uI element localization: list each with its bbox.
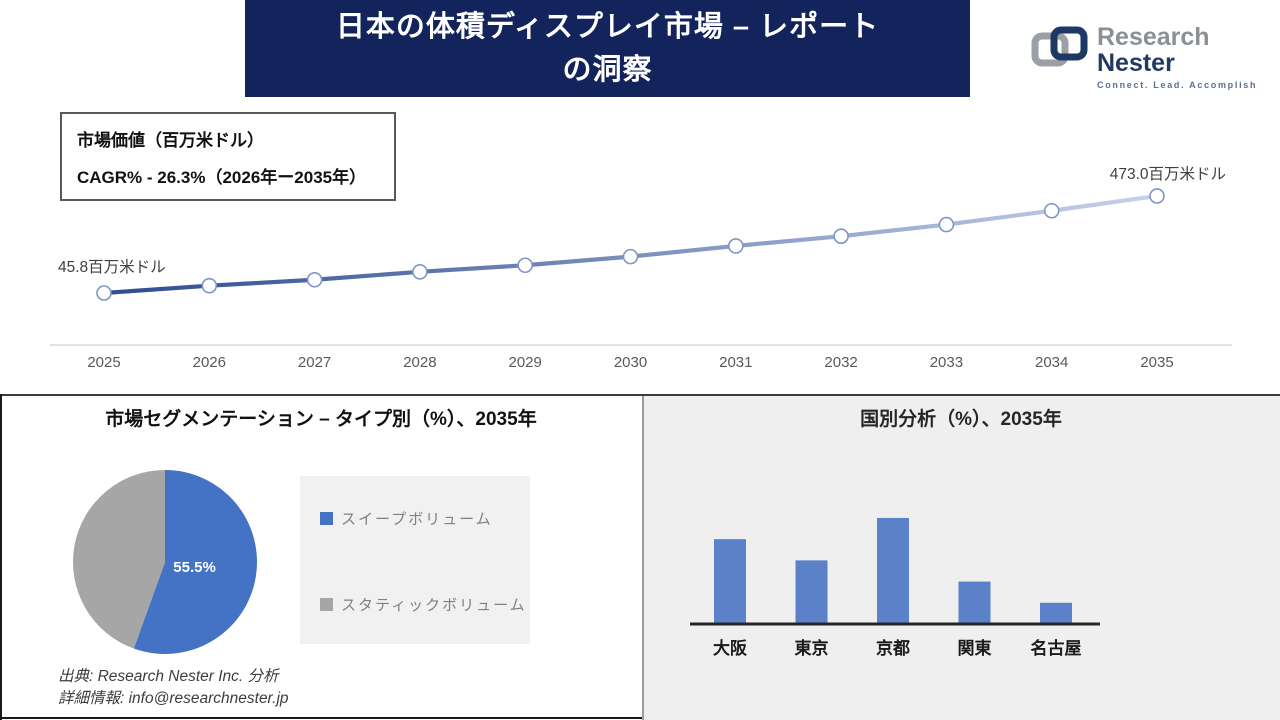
bar bbox=[714, 539, 746, 624]
data-point-marker bbox=[306, 271, 323, 288]
data-point-marker bbox=[517, 257, 534, 274]
market-value-line-chart: 2025 2026 2027 2028 2029 2030 2031 2032 2033 2034… bbox=[50, 165, 1232, 371]
bar-category-label: 名古屋 bbox=[1031, 638, 1082, 658]
section-divider bbox=[0, 394, 1280, 396]
x-axis-tick-label: 2033 bbox=[930, 354, 963, 371]
bar-category-label: 大阪 bbox=[713, 638, 747, 658]
legend-item-sweep-volume: スイープボリューム bbox=[320, 508, 493, 529]
segmentation-pie-chart: 55.5% bbox=[73, 470, 257, 654]
x-axis-tick-label: 2035 bbox=[1140, 354, 1173, 371]
data-point-marker bbox=[96, 285, 112, 301]
research-nester-logo: Research Nester Connect. Lead. Accomplis… bbox=[1030, 24, 1280, 90]
x-axis-tick-label: 2030 bbox=[614, 354, 647, 371]
x-axis-tick-label: 2031 bbox=[719, 354, 752, 371]
market-value-line bbox=[101, 193, 1160, 296]
logo-brand-first: Research bbox=[1097, 23, 1210, 51]
x-axis-tick-label: 2029 bbox=[509, 354, 542, 371]
x-axis-tick-label: 2027 bbox=[298, 354, 331, 371]
bar-category-label: 関東 bbox=[958, 638, 992, 658]
bottom-border bbox=[0, 717, 642, 719]
last-point-label: 473.0百万米ドル bbox=[1110, 165, 1226, 183]
market-value-label: 市場価値（百万米ドル） bbox=[77, 131, 264, 150]
legend-label: スイープボリューム bbox=[341, 511, 493, 528]
sweep-volume-swatch bbox=[320, 512, 333, 525]
market-value-cagr-box: 市場価値（百万米ドル） CAGR% - 26.3%（2026年ー2035年） bbox=[60, 112, 396, 201]
data-point-marker bbox=[727, 238, 744, 254]
data-point-marker bbox=[201, 277, 218, 294]
contact-line: 詳細情報: info@researchnester.jp bbox=[58, 690, 289, 707]
logo-brand-second: Nester bbox=[1097, 49, 1175, 78]
logo-text: Research Nester Connect. Lead. Accomplis… bbox=[1097, 24, 1280, 90]
logo-tagline: Connect. Lead. Accomplish bbox=[1097, 79, 1258, 90]
data-point-marker bbox=[938, 216, 955, 233]
country-analysis-title: 国別分析（%）、2035年 bbox=[860, 409, 1062, 430]
page-title-line1: 日本の体積ディスプレイ市場 – レポート bbox=[335, 11, 880, 44]
x-axis-tick-label: 2034 bbox=[1035, 354, 1068, 371]
x-axis-tick-label: 2032 bbox=[824, 354, 857, 371]
page-title: 日本の体積ディスプレイ市場 – レポート の洞察 bbox=[245, 0, 970, 97]
bar bbox=[1040, 602, 1072, 624]
pie-data-label: 55.5% bbox=[173, 559, 216, 576]
bar bbox=[877, 517, 909, 624]
legend-item-static-volume: スタティックボリューム bbox=[320, 594, 527, 615]
country-analysis-panel bbox=[642, 396, 1280, 720]
legend-label: スタティックボリューム bbox=[341, 597, 527, 614]
source-note: 出典: Research Nester Inc. 分析 詳細情報: info@r… bbox=[58, 666, 289, 710]
cagr-label: CAGR% - 26.3%（2026年ー2035年） bbox=[77, 168, 367, 187]
logo-chain-icon bbox=[1030, 24, 1088, 75]
static-volume-swatch bbox=[320, 598, 333, 611]
data-point-marker bbox=[1043, 202, 1060, 219]
country-analysis-bar-chart: 大阪 東京 京都 関東 名古屋 bbox=[690, 517, 1100, 658]
x-axis-tick-label: 2028 bbox=[403, 354, 436, 371]
bar-category-label: 京都 bbox=[876, 638, 910, 658]
pie-slice bbox=[73, 470, 165, 649]
bar bbox=[795, 560, 828, 624]
first-point-label: 45.8百万米ドル bbox=[58, 258, 166, 276]
segmentation-title: 市場セグメンテーション – タイプ別（%）、2035年 bbox=[105, 409, 537, 430]
page-title-line2: の洞察 bbox=[562, 53, 653, 86]
pie-slice bbox=[133, 470, 257, 654]
data-point-marker bbox=[412, 264, 428, 280]
source-line: 出典: Research Nester Inc. 分析 bbox=[58, 668, 279, 685]
data-point-marker bbox=[833, 228, 849, 244]
x-axis-tick-label: 2026 bbox=[193, 354, 226, 371]
bar bbox=[958, 581, 991, 624]
bar-category-label: 東京 bbox=[795, 638, 829, 658]
pie-legend: スイープボリューム スタティックボリューム bbox=[300, 476, 530, 644]
data-point-marker bbox=[622, 248, 639, 265]
data-point-marker bbox=[1149, 188, 1165, 204]
x-axis-tick-label: 2025 bbox=[87, 354, 120, 371]
left-border bbox=[0, 394, 2, 720]
